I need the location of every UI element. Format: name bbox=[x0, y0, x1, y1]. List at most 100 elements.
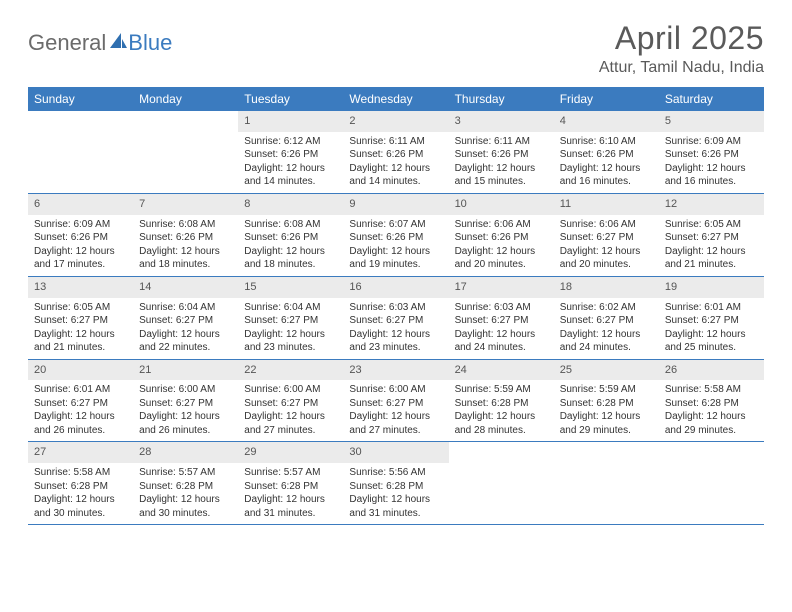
sunrise-line: Sunrise: 6:06 AM bbox=[560, 218, 653, 232]
sunrise-line: Sunrise: 6:02 AM bbox=[560, 301, 653, 315]
sunset-line: Sunset: 6:26 PM bbox=[34, 231, 127, 245]
calendar-cell: 10Sunrise: 6:06 AMSunset: 6:26 PMDayligh… bbox=[449, 194, 554, 276]
sunrise-line: Sunrise: 6:04 AM bbox=[139, 301, 232, 315]
sunrise-line: Sunrise: 6:09 AM bbox=[665, 135, 758, 149]
day-content: Sunrise: 6:03 AMSunset: 6:27 PMDaylight:… bbox=[449, 298, 554, 359]
sunrise-line: Sunrise: 6:05 AM bbox=[665, 218, 758, 232]
daylight-line-2: and 23 minutes. bbox=[244, 341, 337, 355]
sunset-line: Sunset: 6:26 PM bbox=[244, 231, 337, 245]
daylight-line-2: and 31 minutes. bbox=[244, 507, 337, 521]
daylight-line-1: Daylight: 12 hours bbox=[139, 328, 232, 342]
sunrise-line: Sunrise: 5:59 AM bbox=[560, 383, 653, 397]
sunrise-line: Sunrise: 6:05 AM bbox=[34, 301, 127, 315]
daylight-line-1: Daylight: 12 hours bbox=[665, 328, 758, 342]
sunrise-line: Sunrise: 6:12 AM bbox=[244, 135, 337, 149]
day-content: Sunrise: 6:02 AMSunset: 6:27 PMDaylight:… bbox=[554, 298, 659, 359]
sunset-line: Sunset: 6:27 PM bbox=[665, 231, 758, 245]
daylight-line-1: Daylight: 12 hours bbox=[560, 245, 653, 259]
sunset-line: Sunset: 6:28 PM bbox=[34, 480, 127, 494]
calendar-cell: 14Sunrise: 6:04 AMSunset: 6:27 PMDayligh… bbox=[133, 277, 238, 359]
day-content: Sunrise: 5:57 AMSunset: 6:28 PMDaylight:… bbox=[133, 463, 238, 524]
daylight-line-1: Daylight: 12 hours bbox=[244, 162, 337, 176]
daylight-line-2: and 14 minutes. bbox=[349, 175, 442, 189]
daylight-line-1: Daylight: 12 hours bbox=[665, 162, 758, 176]
daylight-line-2: and 28 minutes. bbox=[455, 424, 548, 438]
sunset-line: Sunset: 6:28 PM bbox=[244, 480, 337, 494]
day-content: Sunrise: 6:09 AMSunset: 6:26 PMDaylight:… bbox=[659, 132, 764, 193]
sunset-line: Sunset: 6:27 PM bbox=[244, 397, 337, 411]
day-number: 27 bbox=[28, 442, 133, 463]
sunset-line: Sunset: 6:26 PM bbox=[455, 231, 548, 245]
logo-sail-icon bbox=[108, 31, 128, 56]
day-number: 21 bbox=[133, 360, 238, 381]
day-content: Sunrise: 6:06 AMSunset: 6:26 PMDaylight:… bbox=[449, 215, 554, 276]
day-number: 25 bbox=[554, 360, 659, 381]
daylight-line-1: Daylight: 12 hours bbox=[244, 410, 337, 424]
day-content: Sunrise: 6:04 AMSunset: 6:27 PMDaylight:… bbox=[238, 298, 343, 359]
calendar-cell: 2Sunrise: 6:11 AMSunset: 6:26 PMDaylight… bbox=[343, 111, 448, 193]
daylight-line-1: Daylight: 12 hours bbox=[244, 328, 337, 342]
day-content: Sunrise: 6:04 AMSunset: 6:27 PMDaylight:… bbox=[133, 298, 238, 359]
sunset-line: Sunset: 6:26 PM bbox=[244, 148, 337, 162]
sunset-line: Sunset: 6:28 PM bbox=[665, 397, 758, 411]
day-number: 9 bbox=[343, 194, 448, 215]
sunset-line: Sunset: 6:27 PM bbox=[349, 314, 442, 328]
day-number: 6 bbox=[28, 194, 133, 215]
daylight-line-1: Daylight: 12 hours bbox=[665, 410, 758, 424]
daylight-line-2: and 20 minutes. bbox=[560, 258, 653, 272]
calendar-cell: 22Sunrise: 6:00 AMSunset: 6:27 PMDayligh… bbox=[238, 360, 343, 442]
calendar-header-row: Sunday Monday Tuesday Wednesday Thursday… bbox=[28, 87, 764, 111]
day-content: Sunrise: 6:09 AMSunset: 6:26 PMDaylight:… bbox=[28, 215, 133, 276]
sunset-line: Sunset: 6:27 PM bbox=[139, 314, 232, 328]
day-number: 11 bbox=[554, 194, 659, 215]
calendar-row: 6Sunrise: 6:09 AMSunset: 6:26 PMDaylight… bbox=[28, 194, 764, 277]
sunrise-line: Sunrise: 6:09 AM bbox=[34, 218, 127, 232]
sunrise-line: Sunrise: 6:03 AM bbox=[349, 301, 442, 315]
day-content: Sunrise: 6:08 AMSunset: 6:26 PMDaylight:… bbox=[238, 215, 343, 276]
weekday-header: Sunday bbox=[28, 87, 133, 111]
sunset-line: Sunset: 6:26 PM bbox=[665, 148, 758, 162]
weekday-header: Saturday bbox=[659, 87, 764, 111]
sunset-line: Sunset: 6:26 PM bbox=[455, 148, 548, 162]
day-content: Sunrise: 6:00 AMSunset: 6:27 PMDaylight:… bbox=[133, 380, 238, 441]
calendar-cell: 11Sunrise: 6:06 AMSunset: 6:27 PMDayligh… bbox=[554, 194, 659, 276]
day-content: Sunrise: 5:59 AMSunset: 6:28 PMDaylight:… bbox=[554, 380, 659, 441]
calendar-cell: 13Sunrise: 6:05 AMSunset: 6:27 PMDayligh… bbox=[28, 277, 133, 359]
daylight-line-2: and 24 minutes. bbox=[560, 341, 653, 355]
day-number: 28 bbox=[133, 442, 238, 463]
daylight-line-1: Daylight: 12 hours bbox=[139, 493, 232, 507]
calendar-cell: 18Sunrise: 6:02 AMSunset: 6:27 PMDayligh… bbox=[554, 277, 659, 359]
calendar-cell: 25Sunrise: 5:59 AMSunset: 6:28 PMDayligh… bbox=[554, 360, 659, 442]
calendar-row: 27Sunrise: 5:58 AMSunset: 6:28 PMDayligh… bbox=[28, 442, 764, 525]
daylight-line-2: and 27 minutes. bbox=[349, 424, 442, 438]
logo-text-blue: Blue bbox=[128, 30, 172, 56]
day-content: Sunrise: 6:11 AMSunset: 6:26 PMDaylight:… bbox=[343, 132, 448, 193]
daylight-line-2: and 30 minutes. bbox=[34, 507, 127, 521]
calendar-cell: 21Sunrise: 6:00 AMSunset: 6:27 PMDayligh… bbox=[133, 360, 238, 442]
calendar-cell: 30Sunrise: 5:56 AMSunset: 6:28 PMDayligh… bbox=[343, 442, 448, 524]
day-number: 18 bbox=[554, 277, 659, 298]
day-number: 19 bbox=[659, 277, 764, 298]
day-number: 12 bbox=[659, 194, 764, 215]
calendar-cell: 19Sunrise: 6:01 AMSunset: 6:27 PMDayligh… bbox=[659, 277, 764, 359]
calendar-cell: 12Sunrise: 6:05 AMSunset: 6:27 PMDayligh… bbox=[659, 194, 764, 276]
daylight-line-2: and 18 minutes. bbox=[139, 258, 232, 272]
sunset-line: Sunset: 6:26 PM bbox=[560, 148, 653, 162]
daylight-line-1: Daylight: 12 hours bbox=[349, 162, 442, 176]
calendar-cell: 23Sunrise: 6:00 AMSunset: 6:27 PMDayligh… bbox=[343, 360, 448, 442]
page-header: General Blue April 2025 Attur, Tamil Nad… bbox=[28, 20, 764, 77]
day-content: Sunrise: 6:06 AMSunset: 6:27 PMDaylight:… bbox=[554, 215, 659, 276]
sunset-line: Sunset: 6:27 PM bbox=[560, 314, 653, 328]
daylight-line-1: Daylight: 12 hours bbox=[34, 328, 127, 342]
daylight-line-2: and 18 minutes. bbox=[244, 258, 337, 272]
sunrise-line: Sunrise: 6:11 AM bbox=[349, 135, 442, 149]
weekday-header: Wednesday bbox=[343, 87, 448, 111]
daylight-line-1: Daylight: 12 hours bbox=[139, 245, 232, 259]
daylight-line-1: Daylight: 12 hours bbox=[560, 410, 653, 424]
daylight-line-2: and 22 minutes. bbox=[139, 341, 232, 355]
calendar-cell: 8Sunrise: 6:08 AMSunset: 6:26 PMDaylight… bbox=[238, 194, 343, 276]
calendar-page: General Blue April 2025 Attur, Tamil Nad… bbox=[0, 0, 792, 525]
day-content: Sunrise: 6:05 AMSunset: 6:27 PMDaylight:… bbox=[28, 298, 133, 359]
calendar-row: 13Sunrise: 6:05 AMSunset: 6:27 PMDayligh… bbox=[28, 277, 764, 360]
day-number: 22 bbox=[238, 360, 343, 381]
